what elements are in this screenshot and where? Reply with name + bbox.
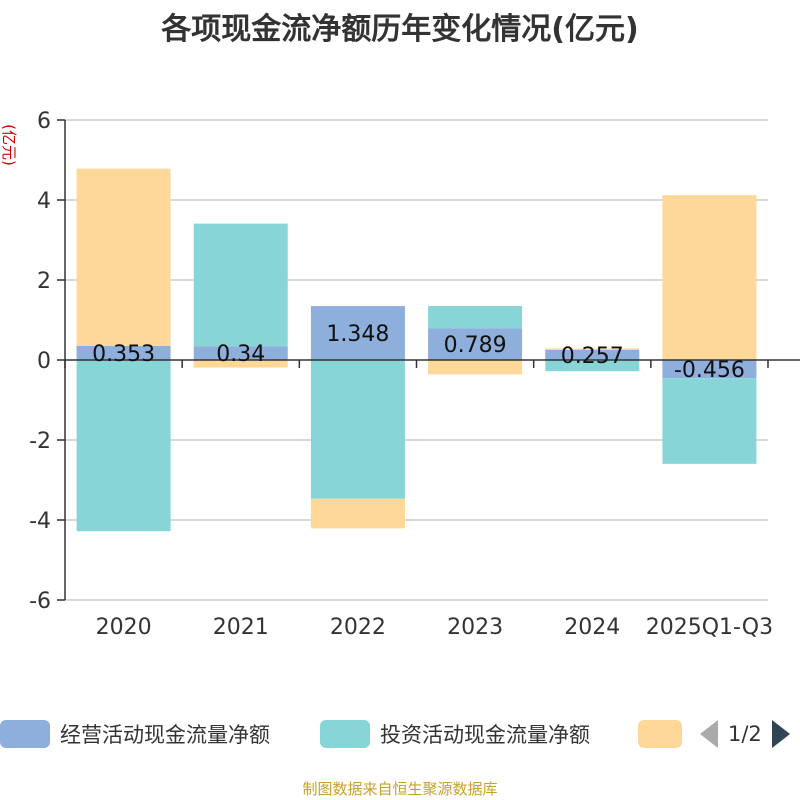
bar-financing-2023: [428, 360, 523, 375]
legend-item-financing[interactable]: [638, 716, 682, 752]
x-tick-label: 2025Q1-Q3: [646, 615, 773, 640]
bar-financing-2021: [193, 360, 288, 368]
bar-operating-2025Q1-Q3: [662, 360, 757, 379]
legend-label-investing: 投资活动现金流量净额: [380, 723, 590, 747]
legend-page-indicator: 1/2: [728, 722, 762, 746]
prev-page-icon[interactable]: [700, 720, 718, 748]
y-tick-label: 0: [37, 349, 51, 374]
legend-label-operating: 经营活动现金流量净额: [60, 723, 270, 747]
legend-swatch-financing: [638, 720, 682, 748]
bar-financing-2020: [76, 168, 171, 346]
data-labels: 0.353 0.34 1.348 0.789 0.257 -0.456: [92, 322, 745, 383]
grid-lines: [65, 119, 768, 601]
y-tick-label: -6: [29, 589, 51, 614]
data-label: 0.353: [92, 342, 155, 367]
bar-operating-2024: [545, 349, 640, 360]
data-label: 0.34: [216, 342, 265, 367]
chart-area: 6 4 2 0 -2 -4 -6 2020 2021 2022 2023 2024 2025Q1-Q3 (…: [0, 109, 800, 640]
y-tick-label: -2: [29, 429, 51, 454]
legend-pager: 1/2: [700, 716, 790, 752]
y-tick-label: 4: [37, 189, 51, 214]
bar-operating-2023: [428, 328, 523, 360]
bar-financing-2024: [545, 348, 640, 350]
chart-title: 各项现金流净额历年变化情况(亿元): [161, 12, 639, 47]
data-label: 1.348: [326, 322, 389, 347]
next-page-icon[interactable]: [771, 720, 790, 748]
x-tick-label: 2024: [564, 615, 620, 640]
y-tick-label: -4: [29, 509, 51, 534]
y-tick-label: 2: [37, 269, 51, 294]
y-axis-label: (亿元): [0, 124, 18, 166]
bar-operating-2020: [76, 345, 171, 360]
bars: [76, 168, 757, 532]
axes: 6 4 2 0 -2 -4 -6 2020 2021 2022 2023 2024 2025Q1-Q3 (…: [0, 109, 800, 640]
bar-investing-2024: [545, 360, 640, 372]
legend-item-operating[interactable]: 经营活动现金流量净额: [0, 716, 270, 752]
source-note: 制图数据来自恒生聚源数据库: [302, 780, 498, 798]
legend-item-investing[interactable]: 投资活动现金流量净额: [320, 716, 590, 752]
bar-investing-2023: [428, 306, 523, 329]
bar-operating-2022: [310, 306, 405, 360]
bar-investing-2025Q1-Q3: [662, 378, 757, 464]
bar-investing-2021: [193, 223, 288, 347]
bar-investing-2020: [76, 360, 171, 532]
x-tick-label: 2020: [96, 615, 152, 640]
bar-financing-2022: [310, 498, 405, 529]
x-tick-label: 2022: [330, 615, 386, 640]
x-tick-label: 2023: [447, 615, 503, 640]
legend-swatch-investing: [320, 720, 370, 748]
data-label: 0.789: [444, 333, 507, 358]
data-label: -0.456: [674, 358, 745, 383]
data-label: 0.257: [561, 344, 624, 369]
legend-swatch-operating: [0, 720, 50, 748]
y-tick-label: 6: [37, 109, 51, 134]
bar-financing-2025Q1-Q3: [662, 195, 757, 360]
legend: 经营活动现金流量净额 投资活动现金流量净额 1/2: [0, 716, 800, 756]
x-tick-label: 2021: [213, 615, 269, 640]
bar-investing-2022: [310, 360, 405, 499]
bar-operating-2021: [193, 346, 288, 360]
